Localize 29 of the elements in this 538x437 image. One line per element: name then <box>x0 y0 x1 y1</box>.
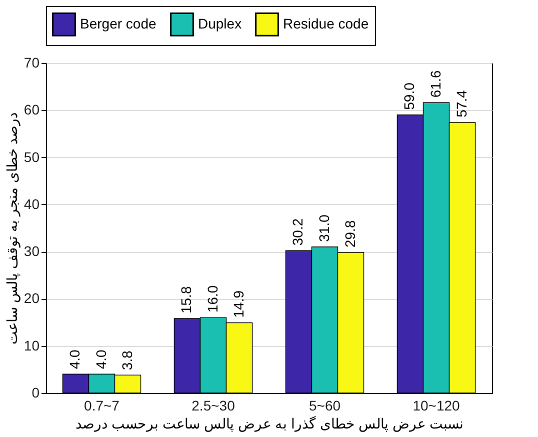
legend-label: Residue code <box>283 15 369 32</box>
x-tick-label: 0.7~7 <box>84 398 120 414</box>
data-label: 29.8 <box>342 220 358 248</box>
y-tick-label: 30 <box>24 243 40 260</box>
x-tick-label: 10~120 <box>412 398 460 414</box>
data-label: 4.0 <box>92 349 109 370</box>
y-axis-title: درصد خطای منجر به توقف پالس ساعت <box>4 112 21 345</box>
x-tick-label: 5~60 <box>308 398 341 414</box>
data-label: 4.0 <box>66 349 83 370</box>
data-label: 30.2 <box>290 218 306 246</box>
legend-label: Duplex <box>198 15 242 32</box>
y-tick-label: 0 <box>32 384 40 400</box>
data-label: 15.8 <box>178 286 194 314</box>
data-label: 57.4 <box>453 90 470 118</box>
y-tick-label: 50 <box>24 148 40 165</box>
data-label: 59.0 <box>401 82 418 110</box>
y-tick-label: 20 <box>24 290 40 306</box>
data-label: 31.0 <box>316 214 332 242</box>
data-label: 61.6 <box>427 70 444 98</box>
x-tick-label: 2.5~30 <box>192 398 236 414</box>
data-label: 3.8 <box>118 350 135 370</box>
y-tick-label: 70 <box>24 54 40 70</box>
y-tick-label: 60 <box>24 102 40 118</box>
data-label: 14.9 <box>230 290 246 318</box>
legend-label: Berger code <box>80 15 156 32</box>
y-tick-label: 40 <box>24 196 40 212</box>
y-tick-label: 10 <box>24 337 40 354</box>
x-axis-title: نسبت عرض پالس خطای گذرا به عرض پالس ساعت برحسب درصد <box>76 416 464 432</box>
data-label: 16.0 <box>204 285 220 313</box>
